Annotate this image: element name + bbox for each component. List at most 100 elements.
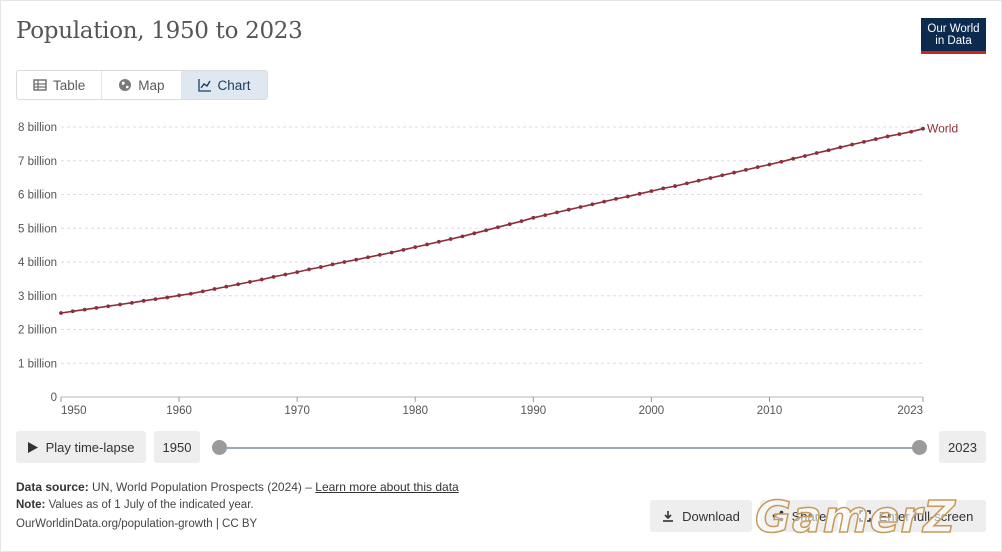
data-point[interactable] xyxy=(354,257,359,262)
share-button[interactable]: Share xyxy=(760,500,838,532)
data-point[interactable] xyxy=(436,239,441,244)
timeline-track[interactable] xyxy=(220,447,920,449)
data-point[interactable] xyxy=(413,245,418,250)
data-point[interactable] xyxy=(897,132,902,136)
data-point[interactable] xyxy=(70,309,75,314)
data-point[interactable] xyxy=(590,202,595,207)
data-point[interactable] xyxy=(673,184,677,188)
data-point[interactable] xyxy=(82,307,87,312)
data-point[interactable] xyxy=(177,293,181,298)
data-point[interactable] xyxy=(330,262,335,267)
data-point[interactable] xyxy=(129,300,134,305)
note-text: Values as of 1 July of the indicated yea… xyxy=(48,499,254,511)
data-point[interactable] xyxy=(614,196,618,201)
timeline-end-year[interactable]: 2023 xyxy=(939,431,986,463)
data-point[interactable] xyxy=(791,156,796,161)
data-point[interactable] xyxy=(826,148,831,153)
data-point[interactable] xyxy=(661,186,666,191)
data-point[interactable] xyxy=(649,189,654,194)
data-point[interactable] xyxy=(755,165,760,170)
grid-lines xyxy=(61,126,923,398)
timeline-start-year[interactable]: 1950 xyxy=(154,431,200,463)
data-point[interactable] xyxy=(59,311,63,315)
owid-logo[interactable]: Our World in Data xyxy=(921,18,986,54)
data-point[interactable] xyxy=(921,126,925,131)
x-tick-label: 1950 xyxy=(61,405,87,417)
tab-map[interactable]: Map xyxy=(101,71,180,99)
data-point[interactable] xyxy=(271,274,276,279)
data-point[interactable] xyxy=(472,231,477,236)
data-point[interactable] xyxy=(224,284,229,289)
y-tick-label: 0 xyxy=(51,392,57,404)
data-point[interactable] xyxy=(307,267,311,272)
data-point[interactable] xyxy=(212,287,217,291)
data-point[interactable] xyxy=(377,253,382,257)
data-point[interactable] xyxy=(862,139,866,144)
timeline-end-handle[interactable] xyxy=(912,440,927,455)
x-tick-label: 2010 xyxy=(757,405,783,417)
data-point[interactable] xyxy=(389,250,394,255)
data-point[interactable] xyxy=(200,289,205,294)
data-point[interactable] xyxy=(507,222,512,227)
data-point[interactable] xyxy=(720,173,725,178)
data-point[interactable] xyxy=(885,134,890,139)
data-point[interactable] xyxy=(708,176,713,180)
data-point[interactable] xyxy=(696,178,701,183)
data-point[interactable] xyxy=(425,242,429,247)
data-point[interactable] xyxy=(141,298,146,303)
data-point[interactable] xyxy=(767,162,772,167)
play-timelapse-button[interactable]: Play time-lapse xyxy=(16,431,146,463)
learn-more-link[interactable]: Learn more about this data xyxy=(315,480,459,494)
data-point[interactable] xyxy=(779,159,784,164)
data-point[interactable] xyxy=(94,306,99,310)
data-point[interactable] xyxy=(850,142,855,147)
data-point[interactable] xyxy=(248,280,252,284)
data-point[interactable] xyxy=(283,272,288,277)
data-point[interactable] xyxy=(684,181,689,186)
data-point[interactable] xyxy=(814,151,819,155)
tab-map-label: Map xyxy=(138,77,165,93)
data-point[interactable] xyxy=(342,260,347,264)
data-point[interactable] xyxy=(743,167,748,172)
data-point[interactable] xyxy=(637,191,642,196)
fullscreen-button[interactable]: Enter full-screen xyxy=(846,500,986,532)
timeline-start-handle[interactable] xyxy=(212,440,227,455)
data-point[interactable] xyxy=(555,210,559,215)
data-point[interactable] xyxy=(496,225,500,230)
tab-table[interactable]: Table xyxy=(17,71,101,99)
data-point[interactable] xyxy=(448,237,453,241)
data-point[interactable] xyxy=(153,297,158,302)
logo-line-1: Our World xyxy=(927,23,980,35)
download-label: Download xyxy=(682,508,740,524)
data-point[interactable] xyxy=(484,228,488,233)
data-point[interactable] xyxy=(295,270,300,275)
data-point[interactable] xyxy=(732,170,736,175)
data-point[interactable] xyxy=(578,205,583,209)
data-point[interactable] xyxy=(118,302,122,307)
data-point[interactable] xyxy=(543,213,548,217)
play-icon xyxy=(27,441,38,453)
data-point[interactable] xyxy=(106,304,111,309)
data-point[interactable] xyxy=(366,255,370,260)
download-button[interactable]: Download xyxy=(650,500,752,532)
data-point[interactable] xyxy=(602,199,607,204)
data-point[interactable] xyxy=(566,207,571,212)
data-point[interactable] xyxy=(803,154,807,158)
data-point[interactable] xyxy=(188,291,193,296)
data-point[interactable] xyxy=(236,282,241,287)
data-point[interactable] xyxy=(318,265,323,269)
data-point[interactable] xyxy=(259,277,264,282)
download-icon xyxy=(663,511,674,522)
data-point[interactable] xyxy=(460,234,465,239)
y-tick-label: 2 billion xyxy=(18,325,57,337)
tab-chart[interactable]: Chart xyxy=(180,71,267,99)
data-point[interactable] xyxy=(909,129,914,134)
data-point[interactable] xyxy=(519,219,524,224)
data-point[interactable] xyxy=(531,215,536,220)
data-point[interactable] xyxy=(838,145,843,150)
source-url[interactable]: OurWorldinData.org/population-growth | C… xyxy=(16,518,258,530)
data-point[interactable] xyxy=(401,247,406,252)
data-point[interactable] xyxy=(625,194,630,199)
data-point[interactable] xyxy=(873,137,878,142)
data-point[interactable] xyxy=(165,295,170,300)
